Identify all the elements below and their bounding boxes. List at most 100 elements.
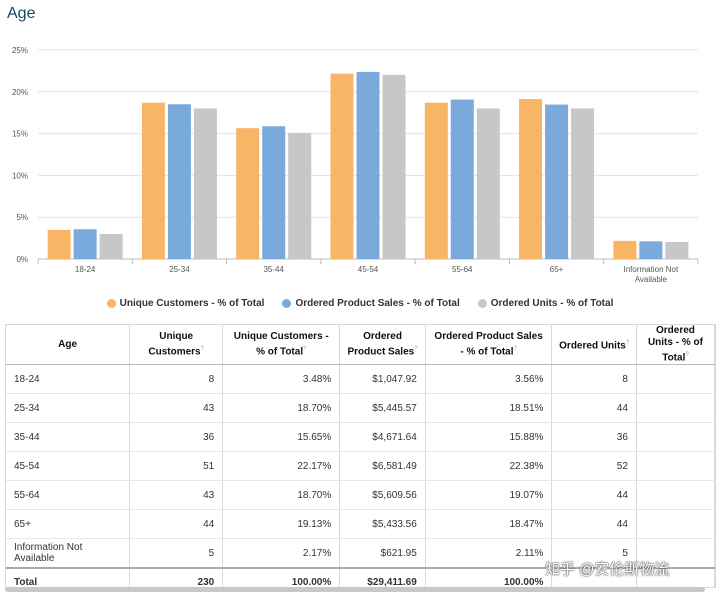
x-tick-label: Information Not <box>624 265 679 274</box>
column-header[interactable]: Ordered Units - % of Total? <box>636 325 715 366</box>
bar <box>262 126 286 260</box>
bar <box>356 71 380 259</box>
table-cell: $6,581.49 <box>339 451 426 482</box>
table-cell: 35-44 <box>6 422 131 453</box>
table-cell: $4,671.64 <box>339 422 426 453</box>
chart-legend: Unique Customers - % of Total Ordered Pr… <box>0 298 720 309</box>
x-tick-label: Available <box>635 275 668 284</box>
table-cell: 8 <box>129 364 224 395</box>
x-tick-label: 65+ <box>550 265 564 274</box>
table-cell: 44 <box>551 480 637 511</box>
legend-item-ordered-product-sales[interactable]: Ordered Product Sales - % of Total <box>282 298 460 309</box>
help-icon[interactable]: ? <box>414 346 418 352</box>
bar <box>141 102 165 259</box>
table-cell: 2.17% <box>222 538 341 569</box>
table-cell: $5,433.56 <box>339 509 426 540</box>
table-cell: Total <box>6 567 131 587</box>
bar <box>73 229 97 259</box>
table-cell: 44 <box>551 393 637 424</box>
table-cell: 3.56% <box>425 364 553 395</box>
column-header-label: Age <box>58 338 78 350</box>
help-icon[interactable]: ? <box>303 346 307 352</box>
table-cell: 43 <box>129 393 224 424</box>
bar <box>450 99 474 259</box>
legend-swatch-blue <box>282 299 292 308</box>
legend-item-ordered-units[interactable]: Ordered Units - % of Total <box>477 298 613 309</box>
table-cell: 18.70% <box>222 480 341 511</box>
help-icon[interactable]: ? <box>513 346 517 352</box>
x-tick-label: 18-24 <box>75 265 96 274</box>
bar <box>288 132 312 259</box>
y-tick-label: 10% <box>12 171 28 180</box>
table-cell: Information Not Available <box>6 538 131 569</box>
legend-label: Unique Customers - % of Total <box>119 298 265 309</box>
bar <box>330 73 354 259</box>
legend-item-unique-customers[interactable]: Unique Customers - % of Total <box>106 298 265 309</box>
horizontal-scrollbar[interactable] <box>5 587 705 592</box>
table-cell: $29,411.69 <box>339 567 426 587</box>
y-tick-label: 5% <box>16 213 28 222</box>
table-cell: 18.51% <box>425 393 553 424</box>
y-tick-label: 25% <box>12 46 28 55</box>
bar <box>665 241 689 259</box>
table-row: Information Not Available 5 2.17% $621.95 2.… <box>6 538 715 569</box>
table-cell: 65+ <box>6 509 131 540</box>
table-cell: 36 <box>551 422 637 453</box>
y-tick-label: 15% <box>12 130 28 139</box>
age-data-table: Age Unique Customers? Unique Customers - %… <box>5 324 716 588</box>
table-cell: 5 <box>129 538 224 569</box>
column-header-label: Unique Customers <box>148 331 201 358</box>
table-cell: $621.95 <box>339 538 426 569</box>
table-cell: 44 <box>129 509 224 540</box>
y-tick-label: 20% <box>12 88 28 97</box>
help-icon[interactable]: ? <box>685 352 689 358</box>
table-cell: 45-54 <box>6 451 131 482</box>
column-header[interactable]: Ordered Product Sales? <box>339 325 426 366</box>
table-cell: 19.07% <box>425 480 553 511</box>
column-header[interactable]: Ordered Product Sales - % of Total? <box>425 325 553 366</box>
table-cell <box>636 364 715 395</box>
table-cell: 36 <box>129 422 224 453</box>
table-row: 65+ 44 19.13% $5,433.56 18.47% 44 <box>6 509 715 540</box>
help-icon[interactable]: ? <box>200 346 204 352</box>
table-cell <box>636 451 715 482</box>
table-cell: 19.13% <box>222 509 341 540</box>
page-title: Age <box>7 5 36 22</box>
legend-swatch-gray <box>477 299 487 308</box>
table-cell: 18.47% <box>425 509 553 540</box>
bar <box>571 108 595 259</box>
bar <box>613 240 637 259</box>
table-cell: 8 <box>551 364 637 395</box>
column-header[interactable]: Age <box>6 325 131 366</box>
x-tick-label: 55-64 <box>452 265 473 274</box>
table-header-row: Age Unique Customers? Unique Customers - %… <box>6 325 715 366</box>
column-header-label: Ordered Product Sales <box>347 331 415 358</box>
bar <box>382 74 406 260</box>
table-cell <box>636 393 715 424</box>
legend-label: Ordered Product Sales - % of Total <box>295 298 460 309</box>
watermark: 知乎 @安伦斯物流 <box>545 561 670 578</box>
table-row: 35-44 36 15.65% $4,671.64 15.88% 36 <box>6 422 715 453</box>
bar <box>476 108 500 259</box>
table-cell: 43 <box>129 480 224 511</box>
bar <box>545 104 569 260</box>
column-header-label: Ordered Units - % of Total <box>647 325 703 364</box>
bar <box>167 104 191 259</box>
table-cell: 15.88% <box>425 422 553 453</box>
x-tick-label: 35-44 <box>263 265 284 274</box>
column-header[interactable]: Unique Customers? <box>129 325 224 366</box>
bar <box>193 108 217 259</box>
table-row: 18-24 8 3.48% $1,047.92 3.56% 8 <box>6 364 715 395</box>
column-header[interactable]: Unique Customers - % of Total? <box>222 325 341 366</box>
table-cell: 18.70% <box>222 393 341 424</box>
table-cell <box>636 422 715 453</box>
legend-swatch-orange <box>106 299 116 308</box>
help-icon[interactable]: ? <box>625 340 630 346</box>
table-cell: 3.48% <box>222 364 341 395</box>
table-row: 25-34 43 18.70% $5,445.57 18.51% 44 <box>6 393 715 424</box>
column-header[interactable]: Ordered Units? <box>551 325 637 366</box>
table-cell: $5,445.57 <box>339 393 426 424</box>
table-cell <box>636 480 715 511</box>
table-cell: 18-24 <box>6 364 131 395</box>
bar <box>47 229 71 259</box>
